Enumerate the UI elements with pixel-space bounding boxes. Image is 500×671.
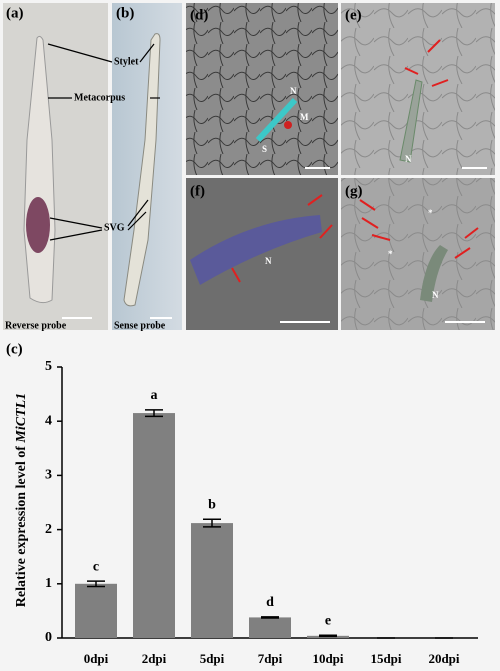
x-tick-label: 0dpi bbox=[84, 651, 109, 666]
bar bbox=[133, 413, 175, 638]
bar bbox=[191, 523, 233, 638]
panel-label: (g) bbox=[345, 183, 363, 199]
caption: Sense probe bbox=[114, 320, 166, 331]
x-tick-label: 10dpi bbox=[312, 651, 343, 666]
y-tick-label: 2 bbox=[45, 522, 52, 537]
callout: Metacorpus bbox=[74, 92, 125, 103]
x-tick-label: 5dpi bbox=[200, 651, 225, 666]
nematode bbox=[255, 97, 298, 143]
nematode bbox=[399, 79, 423, 163]
error-bar bbox=[261, 616, 279, 619]
mark-label: M bbox=[300, 112, 309, 122]
error-bar bbox=[203, 518, 221, 528]
x-tick-label: 20dpi bbox=[428, 651, 459, 666]
mark-label: N bbox=[265, 256, 272, 266]
callout-arrows bbox=[47, 43, 160, 241]
panel-label: (a) bbox=[6, 5, 24, 21]
significance-letter: e bbox=[325, 614, 331, 629]
bar bbox=[75, 583, 117, 638]
y-axis-label: Relative expression level of MiCTL1 bbox=[14, 393, 29, 607]
y-tick-label: 5 bbox=[45, 359, 52, 374]
stain bbox=[284, 121, 292, 129]
micrograph bbox=[3, 3, 108, 330]
y-label-gene: MiCTL1 bbox=[14, 393, 29, 444]
caption: Reverse probe bbox=[5, 320, 67, 331]
callout: SVG bbox=[104, 222, 125, 233]
mark-label: S bbox=[262, 144, 267, 154]
nematode bbox=[420, 245, 448, 302]
y-label-text: Relative expression level of bbox=[14, 443, 29, 608]
significance-letter: d bbox=[266, 595, 274, 610]
cell-walls bbox=[186, 3, 338, 175]
red-arrows bbox=[231, 39, 479, 283]
mark-label: * bbox=[428, 208, 433, 218]
significance-letter: c bbox=[93, 559, 99, 574]
error-bar bbox=[319, 634, 337, 638]
error-bar bbox=[87, 580, 105, 588]
panel-label: (c) bbox=[6, 341, 23, 357]
bar bbox=[249, 617, 291, 638]
x-tick-label: 7dpi bbox=[258, 651, 283, 666]
y-tick-label: 3 bbox=[45, 468, 52, 483]
mark-label: * bbox=[388, 249, 393, 259]
y-tick-label: 1 bbox=[45, 576, 52, 591]
mark-label: N bbox=[432, 290, 439, 300]
mark-label: N bbox=[405, 154, 412, 164]
significance-letter: a bbox=[151, 388, 158, 403]
x-tick-label: 15dpi bbox=[370, 651, 401, 666]
panel-label: (d) bbox=[190, 7, 208, 23]
panel-label: (e) bbox=[345, 7, 362, 23]
nematode bbox=[190, 215, 322, 285]
cell-walls bbox=[341, 178, 495, 330]
stain bbox=[26, 197, 50, 253]
nematode bbox=[123, 33, 161, 307]
error-bar bbox=[145, 409, 163, 418]
y-tick-label: 0 bbox=[45, 630, 52, 645]
significance-letter: b bbox=[208, 498, 216, 513]
panel-label: (f) bbox=[190, 183, 205, 199]
x-tick-label: 2dpi bbox=[142, 651, 167, 666]
panel-label: (b) bbox=[116, 5, 134, 21]
callout: Stylet bbox=[114, 56, 139, 67]
y-tick-label: 4 bbox=[45, 413, 52, 428]
mark-label: N bbox=[290, 86, 297, 96]
